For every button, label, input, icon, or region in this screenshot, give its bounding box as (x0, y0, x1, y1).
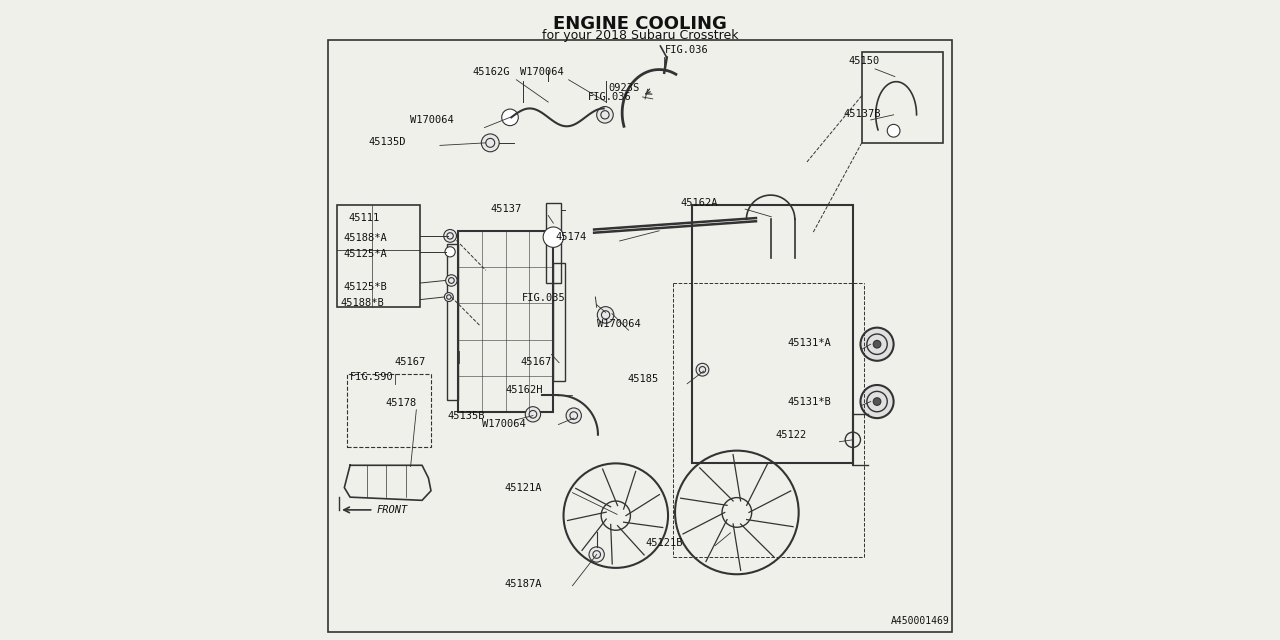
Text: 45135D: 45135D (369, 136, 406, 147)
Text: 45188*B: 45188*B (340, 298, 384, 308)
Text: 45167: 45167 (521, 357, 552, 367)
Circle shape (502, 109, 518, 125)
Text: 45122: 45122 (776, 429, 806, 440)
Bar (347, 374, 431, 447)
Text: 45188*A: 45188*A (344, 233, 388, 243)
Text: 45150: 45150 (849, 56, 879, 66)
Text: A450001469: A450001469 (891, 616, 950, 626)
Text: 45137: 45137 (490, 204, 522, 214)
Circle shape (589, 547, 604, 562)
Circle shape (873, 340, 881, 348)
Circle shape (543, 227, 563, 247)
Text: W170064: W170064 (481, 419, 525, 429)
Text: 45178: 45178 (385, 398, 416, 408)
Bar (553, 262, 566, 381)
Text: 45125*A: 45125*A (344, 249, 388, 259)
Text: W170064: W170064 (520, 67, 563, 77)
Text: 45131*B: 45131*B (787, 397, 831, 406)
Text: FRONT: FRONT (376, 505, 407, 515)
Circle shape (445, 246, 456, 257)
Text: 45137B: 45137B (844, 109, 882, 118)
Circle shape (445, 275, 457, 286)
Bar (545, 204, 561, 283)
Circle shape (596, 106, 613, 123)
Text: 45162H: 45162H (506, 385, 543, 395)
Bar (447, 244, 458, 399)
Bar (861, 52, 943, 143)
Text: FIG.036: FIG.036 (664, 45, 709, 55)
Text: 45162A: 45162A (680, 198, 718, 208)
Text: FIG.036: FIG.036 (588, 92, 632, 102)
Bar (338, 205, 420, 307)
Text: 45174: 45174 (556, 232, 586, 242)
Text: 45135B: 45135B (447, 411, 485, 420)
Circle shape (696, 364, 709, 376)
Text: 0923S: 0923S (609, 83, 640, 93)
Circle shape (887, 124, 900, 137)
Circle shape (598, 307, 614, 323)
Text: FIG.035: FIG.035 (522, 292, 566, 303)
Circle shape (860, 385, 893, 418)
Text: 45167: 45167 (394, 357, 425, 367)
Text: 45185: 45185 (628, 374, 659, 384)
Text: 45121B: 45121B (645, 538, 682, 548)
Circle shape (444, 292, 453, 301)
Text: for your 2018 Subaru Crosstrek: for your 2018 Subaru Crosstrek (541, 29, 739, 42)
Text: FIG.590: FIG.590 (349, 372, 393, 382)
Text: 45187A: 45187A (504, 579, 541, 589)
Text: 45162G: 45162G (472, 67, 509, 77)
Bar (692, 205, 852, 463)
Text: 45121A: 45121A (504, 483, 541, 493)
Text: 45111: 45111 (348, 213, 380, 223)
Circle shape (525, 406, 540, 422)
Circle shape (566, 408, 581, 423)
Circle shape (481, 134, 499, 152)
Text: ENGINE COOLING: ENGINE COOLING (553, 15, 727, 33)
Circle shape (444, 230, 457, 243)
Text: 45125*B: 45125*B (344, 282, 388, 292)
Text: W170064: W170064 (410, 115, 454, 125)
Text: 45131*A: 45131*A (787, 338, 831, 348)
Text: W170064: W170064 (596, 319, 640, 329)
Circle shape (873, 397, 881, 405)
Circle shape (860, 328, 893, 361)
Bar (458, 231, 553, 412)
